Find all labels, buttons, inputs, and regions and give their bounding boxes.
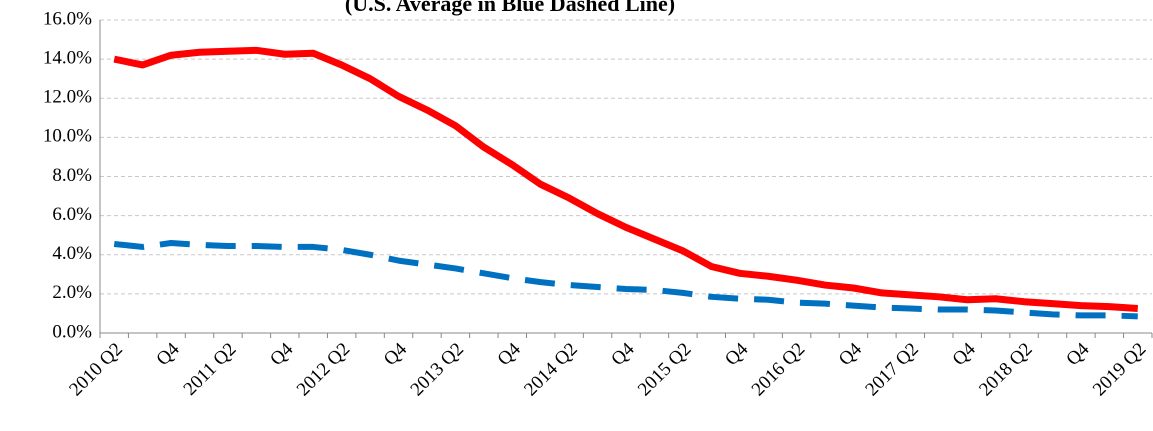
- y-tick-label: 0.0%: [52, 321, 92, 342]
- x-tick-label: 2014 Q2: [520, 339, 582, 401]
- x-tick-label: 2016 Q2: [748, 339, 810, 401]
- x-tick-label: Q4: [380, 338, 412, 370]
- y-tick-label: 12.0%: [43, 87, 92, 108]
- y-tick-label: 10.0%: [43, 126, 92, 147]
- x-tick-label: 2018 Q2: [975, 339, 1037, 401]
- y-tick-label: 16.0%: [43, 8, 92, 29]
- x-tick-label: Q4: [607, 338, 639, 370]
- y-tick-label: 8.0%: [52, 165, 92, 186]
- x-tick-label: 2017 Q2: [861, 339, 923, 401]
- x-tick-label: 2012 Q2: [293, 339, 355, 401]
- data-line: [113, 240, 1138, 320]
- x-tick-label: 2015 Q2: [634, 339, 696, 401]
- y-tick-label: 2.0%: [52, 282, 92, 303]
- chart-subtitle: (U.S. Average in Blue Dashed Line): [345, 0, 675, 16]
- x-tick-label: 2010 Q2: [65, 339, 127, 401]
- x-tick-label: Q4: [152, 338, 184, 370]
- x-tick-label: 2019 Q2: [1089, 339, 1151, 401]
- y-tick-label: 14.0%: [43, 47, 92, 68]
- x-tick-label: 2011 Q2: [180, 339, 241, 400]
- y-tick-label: 4.0%: [52, 243, 92, 264]
- x-tick-label: Q4: [835, 338, 867, 370]
- data-line: [113, 46, 1139, 313]
- y-tick-label: 6.0%: [52, 204, 92, 225]
- x-tick-label: Q4: [1062, 338, 1094, 370]
- x-tick-label: 2013 Q2: [407, 339, 469, 401]
- x-tick-label: Q4: [949, 338, 981, 370]
- x-tick-label: Q4: [721, 338, 753, 370]
- x-tick-label: Q4: [266, 338, 298, 370]
- x-tick-label: Q4: [494, 338, 526, 370]
